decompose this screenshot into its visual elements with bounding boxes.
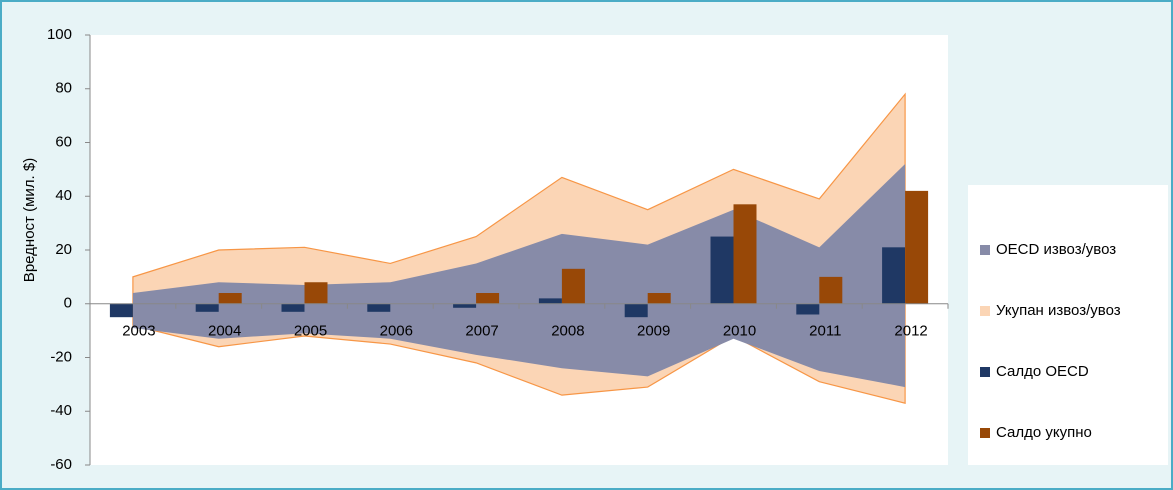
x-tick-label: 2010 [723, 323, 756, 340]
bar [304, 282, 328, 304]
y-tick-label: 60 [55, 133, 72, 150]
legend-marker [980, 245, 990, 255]
bar [367, 303, 391, 312]
x-tick-label: 2012 [894, 323, 927, 340]
y-tick-label: -20 [50, 348, 72, 365]
y-axis-title: Вредност (мил. $) [21, 158, 38, 282]
legend-marker [980, 306, 990, 316]
bar [281, 303, 305, 312]
bar [905, 190, 929, 304]
x-tick-label: 2009 [637, 323, 670, 340]
legend-label: Салдо укупно [996, 424, 1092, 441]
y-tick-label: 0 [64, 295, 72, 312]
legend-box [968, 185, 1168, 465]
y-tick-label: 80 [55, 80, 72, 97]
bar [882, 247, 906, 304]
bar [195, 303, 219, 312]
bar [453, 303, 477, 308]
x-tick-label: 2007 [465, 323, 498, 340]
legend-label: Салдо OECD [996, 363, 1089, 380]
y-tick-label: -40 [50, 402, 72, 419]
x-tick-label: 2011 [809, 323, 841, 340]
y-tick-label: 20 [55, 241, 72, 258]
bar [476, 293, 500, 304]
y-tick-label: 100 [47, 26, 72, 43]
x-tick-label: 2005 [294, 323, 327, 340]
legend-marker [980, 428, 990, 438]
x-tick-label: 2006 [380, 323, 413, 340]
bar [624, 303, 648, 318]
area-band [132, 164, 906, 388]
legend-label: Укупан извоз/увоз [996, 302, 1121, 319]
y-tick-label: 40 [55, 187, 72, 204]
bar [109, 303, 133, 318]
bar [819, 276, 843, 304]
bar [710, 236, 734, 304]
bar [561, 268, 585, 304]
x-tick-label: 2003 [122, 323, 155, 340]
legend-label: OECD извоз/увоз [996, 241, 1116, 258]
x-tick-label: 2004 [208, 323, 241, 340]
bar [733, 204, 757, 304]
y-tick-label: -60 [50, 456, 72, 473]
bar [796, 303, 820, 315]
x-tick-label: 2008 [551, 323, 584, 340]
bar [647, 293, 671, 304]
bar [218, 293, 242, 304]
bar [538, 298, 562, 304]
legend-marker [980, 367, 990, 377]
